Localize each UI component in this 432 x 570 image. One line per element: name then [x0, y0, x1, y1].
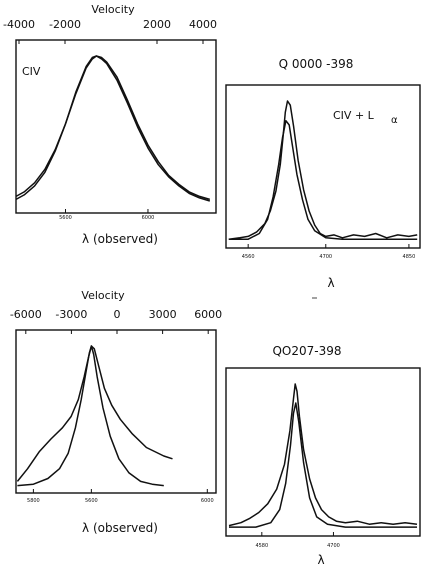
line-annotation: CIV + L: [333, 109, 375, 122]
x-tick-label: 5800: [27, 498, 40, 504]
series-line-1: [228, 383, 418, 527]
x-tick-label: 4580: [255, 543, 268, 549]
x-axis-label: λ: [327, 276, 334, 290]
series-line-2: [15, 55, 211, 202]
series-line-2: [17, 345, 164, 487]
chart-title: QO207-398: [272, 344, 341, 358]
plot-frame: [15, 329, 217, 494]
velocity-axis-label: Velocity: [81, 289, 125, 302]
velocity-tick-label: 0: [114, 308, 121, 321]
plot-frame: [225, 84, 421, 249]
velocity-tick-label: -3000: [55, 308, 87, 321]
x-tick-label: 4560: [242, 254, 255, 260]
series-line-1: [228, 100, 418, 240]
chart-title: Q 0000 -398: [279, 57, 354, 71]
line-annotation-subscript: α: [391, 115, 398, 126]
series-line-2: [229, 402, 417, 528]
series-line-1: [15, 55, 211, 201]
x-axis-label: λ (observed): [82, 521, 158, 535]
velocity-tick-label: 6000: [194, 308, 222, 321]
x-tick-label: 4700: [319, 254, 332, 260]
plot-frame: [225, 367, 421, 537]
x-tick-label: 4850: [403, 254, 416, 260]
x-tick-label: 4700: [327, 543, 340, 549]
velocity-tick-label: -6000: [10, 308, 42, 321]
x-tick-label: 5600: [85, 498, 98, 504]
x-tick-label: 6000: [201, 498, 214, 504]
line-annotation: CIV: [22, 65, 41, 78]
velocity-tick-label: 2000: [143, 18, 171, 31]
x-axis-label: λ: [317, 553, 324, 567]
x-axis-label: λ (observed): [82, 232, 158, 246]
x-tick-label: 5600: [59, 215, 72, 221]
velocity-tick-label: -2000: [49, 18, 81, 31]
velocity-axis-label: Velocity: [91, 3, 135, 16]
series-line-2: [228, 119, 418, 240]
plot-frame: [15, 39, 217, 214]
velocity-tick-label: 4000: [189, 18, 217, 31]
velocity-tick-label: 3000: [149, 308, 177, 321]
x-tick-label: 6000: [142, 215, 155, 221]
velocity-tick-label: -4000: [3, 18, 35, 31]
